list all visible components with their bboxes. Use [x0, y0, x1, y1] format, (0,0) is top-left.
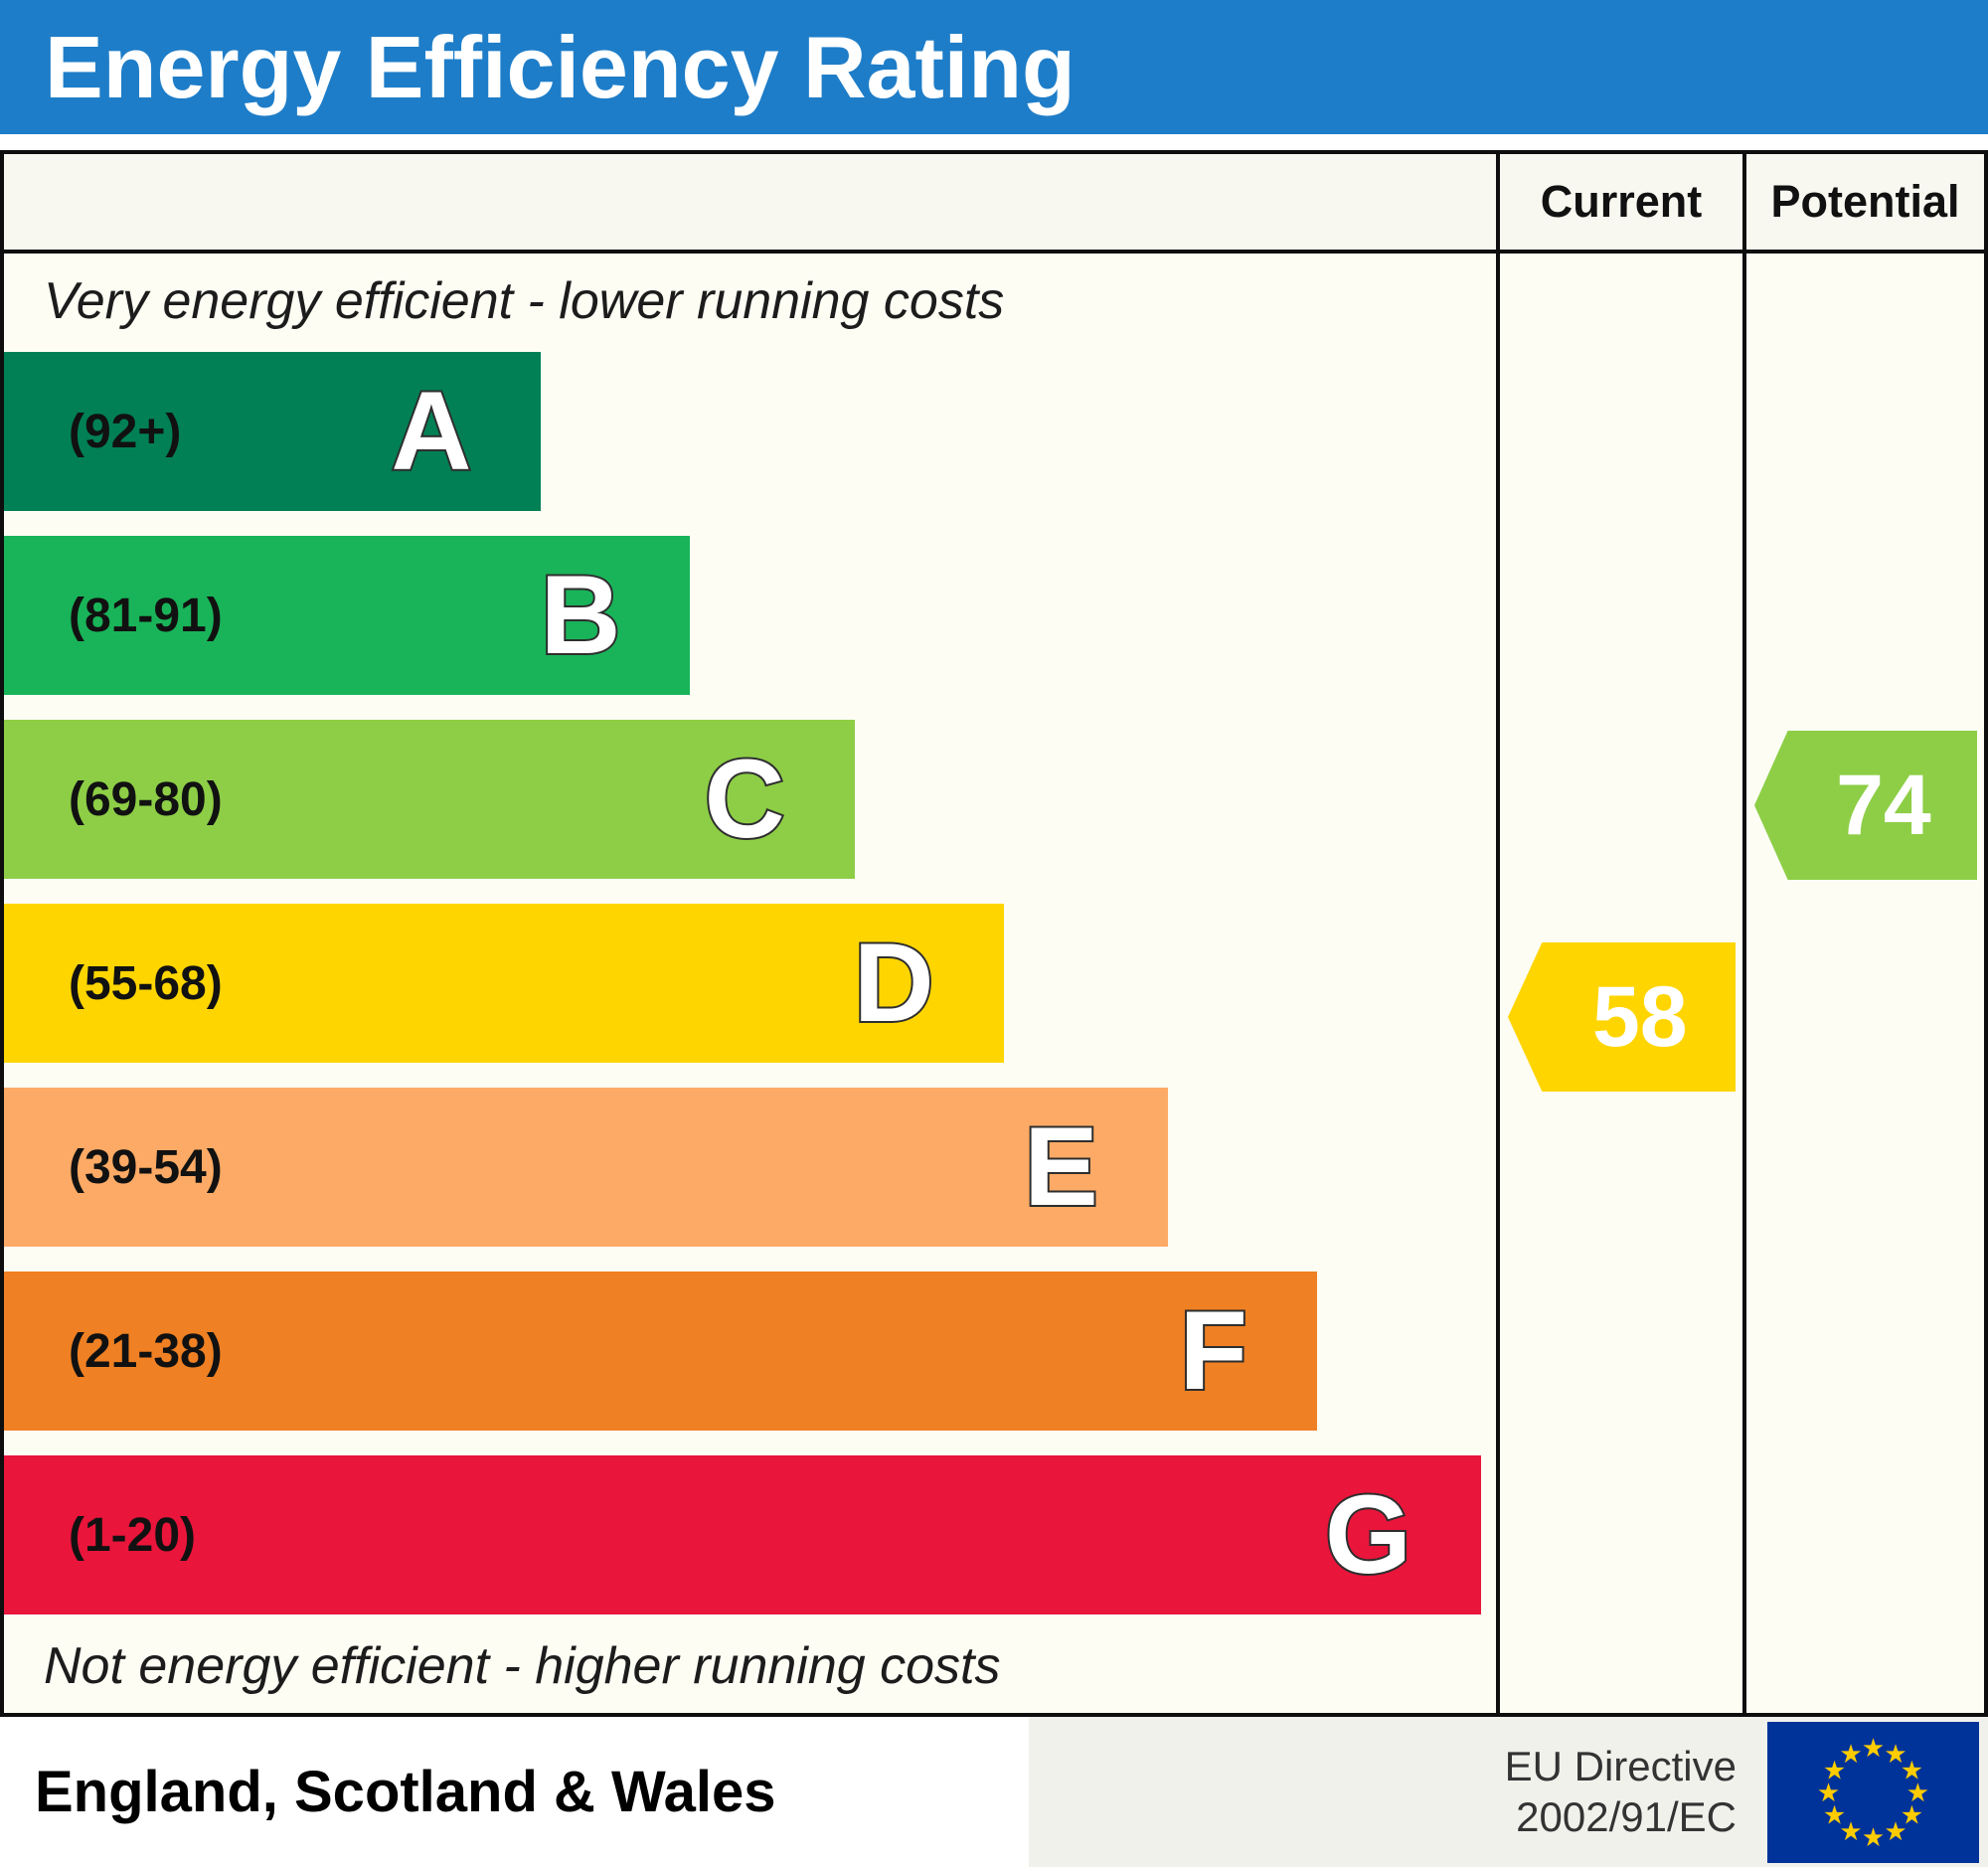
title-bar: Energy Efficiency Rating — [0, 0, 1988, 134]
band-letter: C — [703, 737, 787, 861]
current-rating-column: 58 — [1496, 254, 1742, 1713]
footer-right-panel: EU Directive 2002/91/EC ★ ★ ★ ★ ★ ★ ★ ★ ★ ★ ★ ★ — [1029, 1717, 1988, 1867]
band-bar-a: (92+) A — [4, 352, 542, 511]
band-letter: G — [1323, 1472, 1413, 1597]
band-letter: B — [539, 553, 623, 677]
band-bar-e: (39-54) E — [4, 1088, 1168, 1247]
current-rating-pointer: 58 — [1508, 942, 1736, 1092]
page-title: Energy Efficiency Rating — [45, 17, 1076, 116]
band-row-e: (39-54) E — [4, 1088, 1496, 1247]
current-column-header: Current — [1496, 154, 1742, 250]
footer: England, Scotland & Wales EU Directive 2… — [0, 1717, 1988, 1867]
svg-text:★: ★ — [1817, 1778, 1840, 1807]
band-bar-c: (69-80) C — [4, 720, 855, 879]
svg-text:★: ★ — [1906, 1778, 1929, 1807]
band-range-label: (69-80) — [69, 772, 223, 826]
band-range-label: (81-91) — [69, 589, 223, 642]
eu-directive-line1: EU Directive — [1504, 1743, 1737, 1790]
svg-text:★: ★ — [1884, 1739, 1906, 1769]
chart-frame: Current Potential Very energy efficient … — [0, 150, 1988, 1717]
band-range-label: (39-54) — [69, 1140, 223, 1194]
eu-flag-icon: ★ ★★★★★★★★★★★ — [1767, 1721, 1979, 1863]
svg-text:★: ★ — [1862, 1733, 1885, 1763]
band-bar-g: (1-20) G — [4, 1455, 1481, 1614]
bands-column: Very energy efficient - lower running co… — [4, 254, 1496, 1713]
band-range-label: (92+) — [69, 405, 182, 458]
header-row: Current Potential — [4, 154, 1984, 254]
region-label: England, Scotland & Wales — [35, 1760, 776, 1824]
svg-text:★: ★ — [1884, 1815, 1906, 1845]
band-row-f: (21-38) F — [4, 1272, 1496, 1431]
current-rating-value: 58 — [1591, 969, 1688, 1065]
chart-body: Very energy efficient - lower running co… — [4, 254, 1984, 1713]
eu-directive-label: EU Directive 2002/91/EC — [1505, 1742, 1737, 1842]
band-bar-f: (21-38) F — [4, 1272, 1317, 1431]
header-main-spacer — [4, 154, 1496, 250]
potential-column-header: Potential — [1742, 154, 1984, 250]
eu-directive-line2: 2002/91/EC — [1516, 1792, 1737, 1840]
potential-rating-value: 74 — [1836, 758, 1931, 853]
svg-text:★: ★ — [1901, 1755, 1923, 1784]
svg-text:★: ★ — [1862, 1821, 1885, 1851]
band-row-a: (92+) A — [4, 352, 1496, 511]
svg-text:★: ★ — [1901, 1799, 1923, 1829]
band-range-label: (1-20) — [69, 1508, 197, 1562]
band-range-label: (21-38) — [69, 1324, 223, 1378]
band-range-label: (55-68) — [69, 956, 223, 1010]
potential-rating-pointer: 74 — [1754, 731, 1977, 880]
band-bar-d: (55-68) D — [4, 904, 1004, 1063]
band-letter: E — [1022, 1104, 1100, 1229]
svg-text:★: ★ — [1839, 1815, 1862, 1845]
bottom-note: Not energy efficient - higher running co… — [44, 1636, 1001, 1695]
svg-text:★: ★ — [1839, 1739, 1862, 1769]
svg-text:★: ★ — [1823, 1755, 1846, 1784]
band-letter: A — [389, 369, 473, 493]
bands-list: (92+) A (81-91) B (69-80) C (55-68) D (39-54) E (2… — [4, 348, 1496, 1618]
band-row-b: (81-91) B — [4, 536, 1496, 695]
svg-text:★: ★ — [1823, 1799, 1846, 1829]
band-row-g: (1-20) G — [4, 1455, 1496, 1614]
band-letter: D — [852, 921, 936, 1045]
band-row-d: (55-68) D — [4, 904, 1496, 1063]
potential-rating-column: 74 — [1742, 254, 1984, 1713]
spacer — [0, 134, 1988, 150]
band-letter: F — [1177, 1288, 1248, 1413]
band-bar-b: (81-91) B — [4, 536, 691, 695]
top-note: Very energy efficient - lower running co… — [44, 271, 1005, 330]
band-row-c: (69-80) C — [4, 720, 1496, 879]
